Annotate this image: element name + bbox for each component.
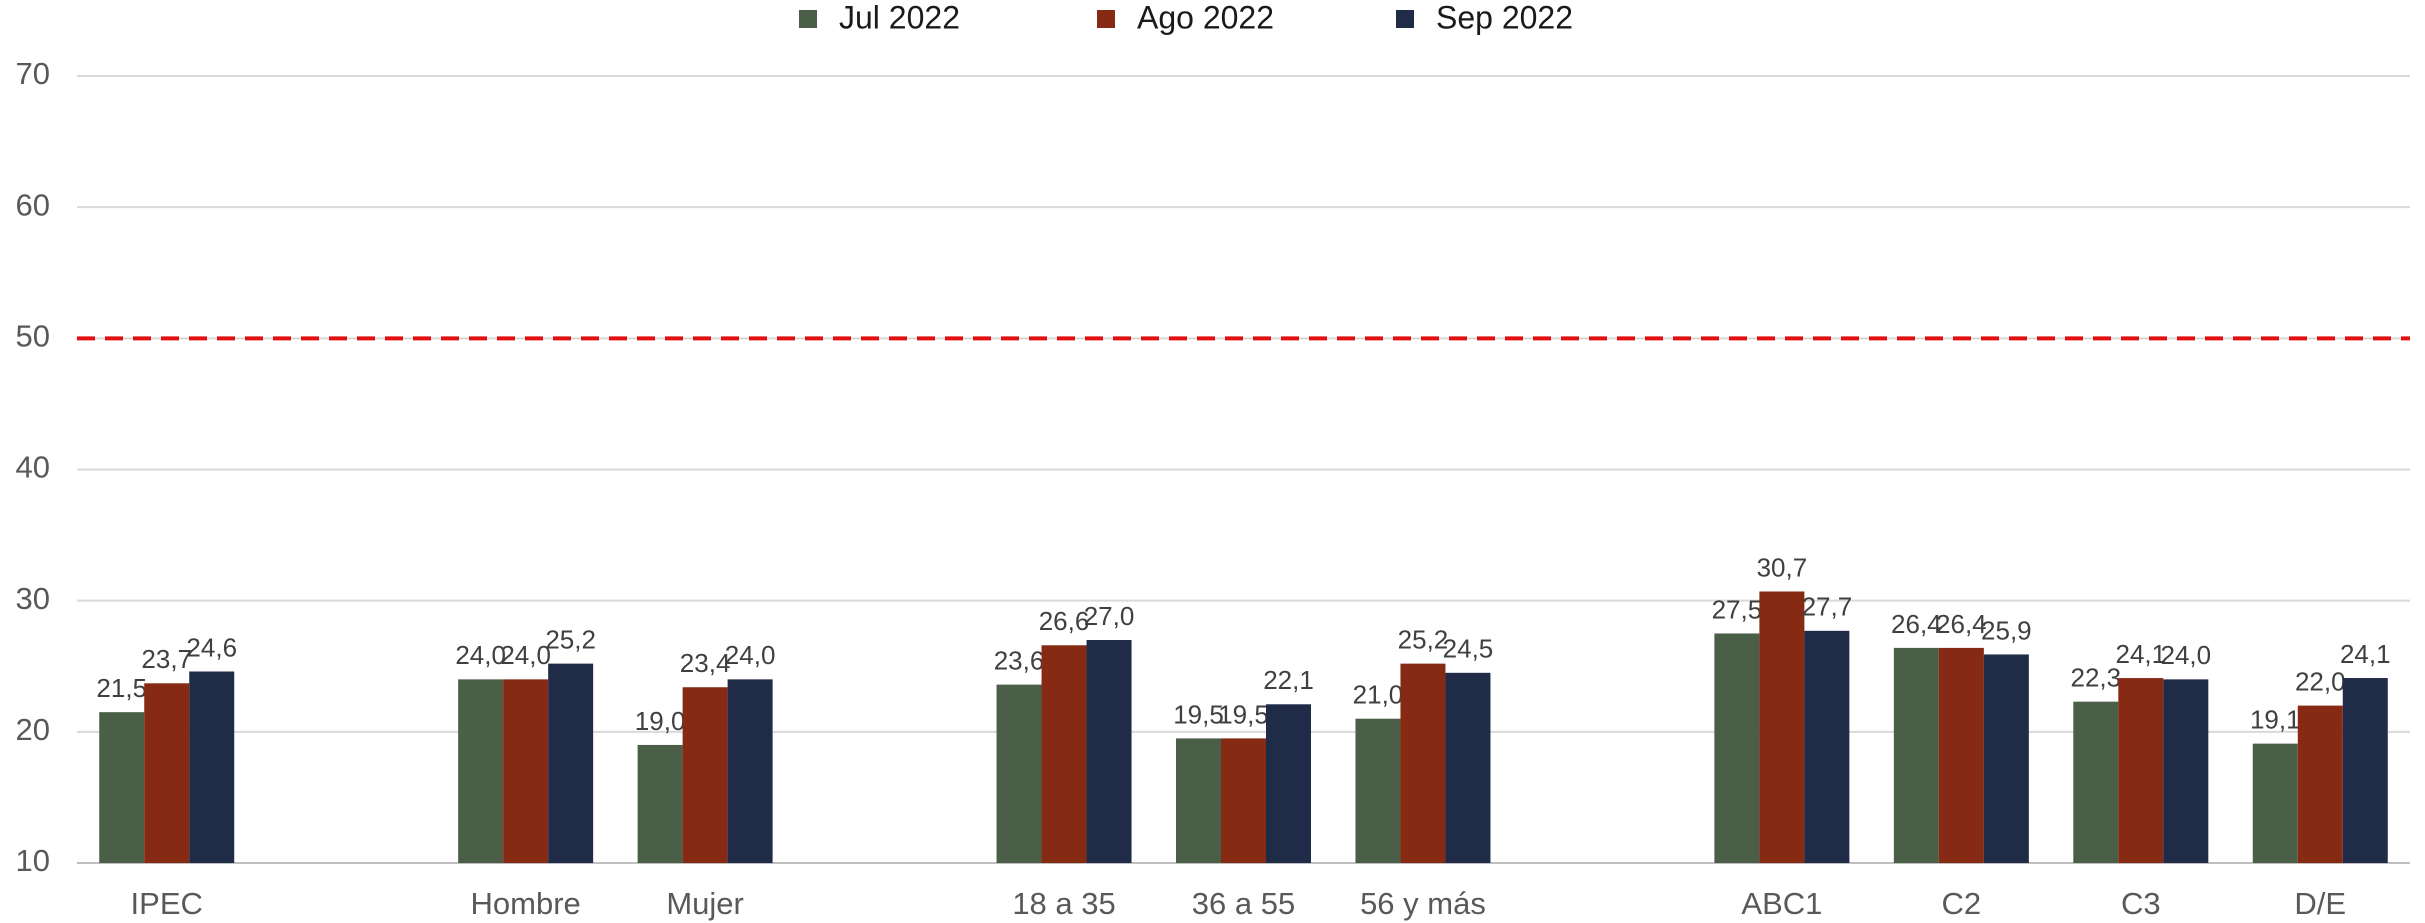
- data-label: 22,1: [1263, 665, 1314, 695]
- data-label: 25,2: [545, 625, 596, 655]
- y-tick-label: 50: [16, 319, 50, 354]
- data-label: 27,5: [1712, 594, 1763, 624]
- data-label: 22,3: [2071, 663, 2122, 693]
- y-tick-label: 10: [16, 843, 50, 878]
- legend-swatch: [1396, 10, 1414, 28]
- data-label: 23,6: [994, 645, 1045, 675]
- x-tick-label: 18 a 35: [1012, 886, 1115, 921]
- bar: [1086, 640, 1132, 863]
- bar: [1938, 647, 1984, 863]
- bar: [682, 687, 728, 863]
- data-label: 26,4: [1891, 609, 1942, 639]
- bar: [727, 679, 773, 863]
- data-label: 30,7: [1757, 552, 1808, 582]
- x-tick-label: IPEC: [131, 886, 203, 921]
- data-label: 21,0: [1353, 680, 1404, 710]
- bar: [1041, 645, 1087, 863]
- x-tick-label: Mujer: [666, 886, 744, 921]
- bar: [1759, 591, 1805, 863]
- x-tick-label: Hombre: [471, 886, 581, 921]
- bar: [1983, 654, 2029, 863]
- legend-label: Ago 2022: [1137, 0, 1274, 35]
- data-label: 24,0: [725, 640, 776, 670]
- bar: [2118, 678, 2164, 863]
- bar: [1355, 718, 1401, 863]
- bar: [1400, 663, 1446, 863]
- y-tick-label: 20: [16, 712, 50, 747]
- data-label: 27,0: [1084, 601, 1135, 631]
- bar: [996, 684, 1042, 863]
- data-label: 24,0: [500, 640, 551, 670]
- legend-label: Jul 2022: [839, 0, 960, 35]
- bar: [99, 712, 145, 863]
- bar: [1176, 738, 1221, 863]
- y-tick-label: 40: [16, 450, 50, 485]
- data-label: 22,0: [2295, 666, 2346, 696]
- legend-label: Sep 2022: [1436, 0, 1573, 35]
- x-tick-label: 56 y más: [1360, 886, 1486, 921]
- data-label: 23,7: [141, 644, 192, 674]
- bar: [458, 679, 504, 863]
- data-label: 24,1: [2340, 639, 2391, 669]
- y-tick-label: 60: [16, 187, 50, 222]
- data-label: 19,0: [635, 706, 686, 736]
- x-tick-label: 36 a 55: [1192, 886, 1295, 921]
- bar: [1804, 630, 1850, 863]
- bar: [2297, 705, 2343, 863]
- bar: [2073, 701, 2119, 863]
- x-tick-label: C2: [1942, 886, 1982, 921]
- x-tick-label: D/E: [2294, 886, 2346, 921]
- legend-swatch: [799, 10, 817, 28]
- bar: [503, 679, 549, 863]
- y-tick-label: 30: [16, 581, 50, 616]
- bar: [2342, 678, 2388, 863]
- data-label: 21,5: [96, 673, 147, 703]
- bar: [144, 683, 190, 863]
- bar: [1893, 647, 1939, 863]
- bar: [548, 663, 594, 863]
- bar: [1266, 704, 1311, 863]
- bar: [637, 744, 683, 863]
- data-label: 26,6: [1039, 606, 1090, 636]
- bar: [2252, 743, 2298, 863]
- data-label: 23,4: [680, 648, 731, 678]
- bar: [1445, 672, 1491, 863]
- data-label: 24,1: [2116, 639, 2167, 669]
- data-label: 19,5: [1173, 699, 1224, 729]
- data-label: 24,6: [186, 632, 237, 662]
- bar: [2163, 679, 2209, 863]
- data-label: 25,2: [1398, 625, 1449, 655]
- bar: [1221, 738, 1266, 863]
- x-tick-label: ABC1: [1741, 886, 1822, 921]
- data-label: 26,4: [1936, 609, 1987, 639]
- data-label: 19,5: [1218, 699, 1269, 729]
- data-label: 24,5: [1443, 634, 1494, 664]
- data-label: 24,0: [2161, 640, 2212, 670]
- bar: [1714, 633, 1760, 863]
- data-label: 24,0: [455, 640, 506, 670]
- data-label: 19,1: [2250, 705, 2301, 735]
- legend-swatch: [1097, 10, 1115, 28]
- bar: [189, 671, 235, 863]
- data-label: 27,7: [1802, 592, 1853, 622]
- y-tick-label: 70: [16, 56, 50, 91]
- data-label: 25,9: [1981, 615, 2032, 645]
- x-tick-label: C3: [2121, 886, 2161, 921]
